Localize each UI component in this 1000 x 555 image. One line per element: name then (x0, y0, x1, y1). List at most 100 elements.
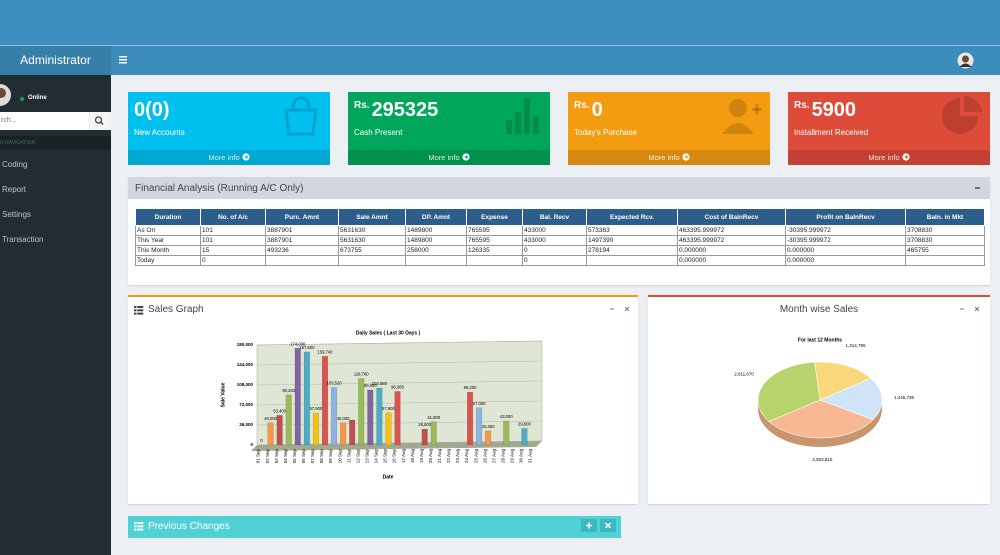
table-cell: 493236 (265, 245, 339, 256)
bar (312, 412, 319, 446)
value-label: 28,600 (418, 422, 431, 427)
table-cell: 3708830 (905, 235, 985, 246)
grid-icon (134, 522, 144, 531)
menu-item[interactable]: Report (2, 185, 27, 194)
more-info-link[interactable]: More info (648, 153, 680, 162)
x-tick-label: 08 Sep (319, 449, 324, 464)
panel-tools[interactable] (581, 519, 619, 532)
x-tick-label: 03 Sep (274, 449, 279, 464)
info-box: Rs. 5900 Installment Received More info (788, 92, 990, 165)
info-box: Rs. 0 Today's Purchase More info (568, 92, 770, 165)
brand[interactable]: Administrator (0, 46, 111, 75)
box-footer[interactable]: More info (568, 150, 770, 165)
bar (476, 407, 483, 446)
x-tick-label: 16 Sep (392, 449, 397, 464)
x-tick-label: 11 Sep (346, 449, 351, 463)
column-header: Duration (135, 208, 201, 226)
value-label: 159,740 (317, 349, 333, 354)
column-header: No. of A/c (200, 208, 266, 226)
y-tick-label: 36,000 (239, 422, 253, 427)
bar (485, 430, 492, 446)
more-info-link[interactable]: More info (428, 153, 460, 162)
column-header: Sale Amnt (338, 208, 406, 226)
collapse-button[interactable] (974, 185, 982, 191)
value-label: 29,800 (518, 422, 531, 427)
bar (430, 421, 437, 446)
more-info-link[interactable]: More info (208, 153, 240, 162)
x-tick-label: 18 Aug (410, 449, 415, 464)
x-tick-label: 10 Sep (337, 449, 342, 464)
value-label: 103,520 (326, 381, 342, 386)
table-cell: 101 (200, 235, 266, 246)
box-footer[interactable]: More info (348, 150, 550, 165)
x-tick-label: 27 Aug (491, 449, 496, 464)
divider (0, 45, 1000, 46)
value-label: 40,000 (264, 416, 277, 421)
table-cell: 0.000000 (785, 255, 906, 266)
slice-label: 2,611,670 (734, 372, 754, 377)
table-row: Today 0 0 0.000000 0.000000 (135, 255, 985, 266)
column-header: Baln. in Mkt (905, 208, 985, 226)
bar (349, 419, 356, 446)
sales-chart: Daily Sales ( Last 30 Days ) 0 36,000 72,00… (220, 330, 543, 480)
grid-line (256, 340, 543, 346)
column-header: Expected Rcv. (586, 208, 678, 226)
box-prefix: Rs. (574, 100, 590, 111)
x-tick-label: 07 Sep (310, 449, 315, 464)
header-row: Duration No. of A/c Purc. Amnt Sale Amnt DP.… (135, 208, 985, 226)
search-button[interactable] (88, 112, 111, 130)
table-cell: 673755 (338, 245, 406, 256)
value-label: 67,000 (473, 401, 486, 406)
panel-tools[interactable] (958, 306, 982, 314)
bar (394, 391, 401, 446)
box-prefix: Rs. (354, 100, 370, 111)
menu-item[interactable]: Coding (2, 160, 28, 169)
x-tick-label: 24 Aug (464, 449, 469, 464)
bar (367, 389, 374, 446)
value-label: 57,900 (382, 406, 395, 411)
box-value: Rs. 0 (574, 99, 603, 122)
bar (340, 422, 347, 446)
panel-tools[interactable] (608, 306, 632, 314)
pie-slice (757, 361, 821, 422)
box-icon-frame (284, 96, 318, 136)
more-info-link[interactable]: More info (868, 153, 900, 162)
search-input[interactable]: rch... (0, 112, 88, 130)
box-footer[interactable]: More info (128, 150, 330, 165)
arrow-icon (902, 153, 910, 161)
y-axis-title: Sale Value (220, 382, 226, 407)
x-tick-label: 13 Sep (364, 449, 369, 464)
value-label: 119,760 (354, 372, 369, 377)
sidebar: Online rch... N NAVIGATION Coding Report S… (0, 75, 111, 555)
x-tick-label: 04 Sep (283, 449, 288, 464)
user-avatar[interactable] (957, 52, 974, 69)
box-footer[interactable]: More info (788, 150, 990, 165)
sales-title: Sales Graph (148, 304, 204, 315)
pie-slice (768, 399, 874, 439)
menu-toggle[interactable] (119, 56, 128, 64)
table-cell: As On (135, 225, 201, 236)
box-icon (284, 96, 318, 136)
x-tick-label: 30 Aug (519, 449, 524, 464)
value-label: 53,400 (273, 408, 286, 413)
box-label: Today's Purchase (574, 128, 637, 137)
menu-item[interactable]: Settings (2, 210, 31, 219)
x-axis-title: Date (383, 474, 394, 480)
x-tick-label: 28 Aug (500, 449, 505, 464)
table-cell (265, 255, 339, 266)
table-cell: 0 (522, 255, 587, 266)
table-cell: 126335 (466, 245, 523, 256)
table-cell: This Month (135, 245, 201, 256)
x-tick-label: 25 Aug (473, 449, 478, 464)
value-label: 43,000 (500, 414, 513, 419)
monthly-chart: For last 12 Months 1,314,795 1,445,735 2,50… (734, 337, 915, 462)
arrow-icon (242, 153, 250, 161)
menu-item[interactable]: Transaction (2, 235, 44, 244)
bar (285, 394, 292, 446)
slice-label: 1,445,735 (894, 395, 915, 400)
bar (521, 428, 528, 446)
bar (331, 387, 338, 446)
x-tick-label: 02 Sep (265, 449, 270, 464)
bar (421, 428, 428, 446)
